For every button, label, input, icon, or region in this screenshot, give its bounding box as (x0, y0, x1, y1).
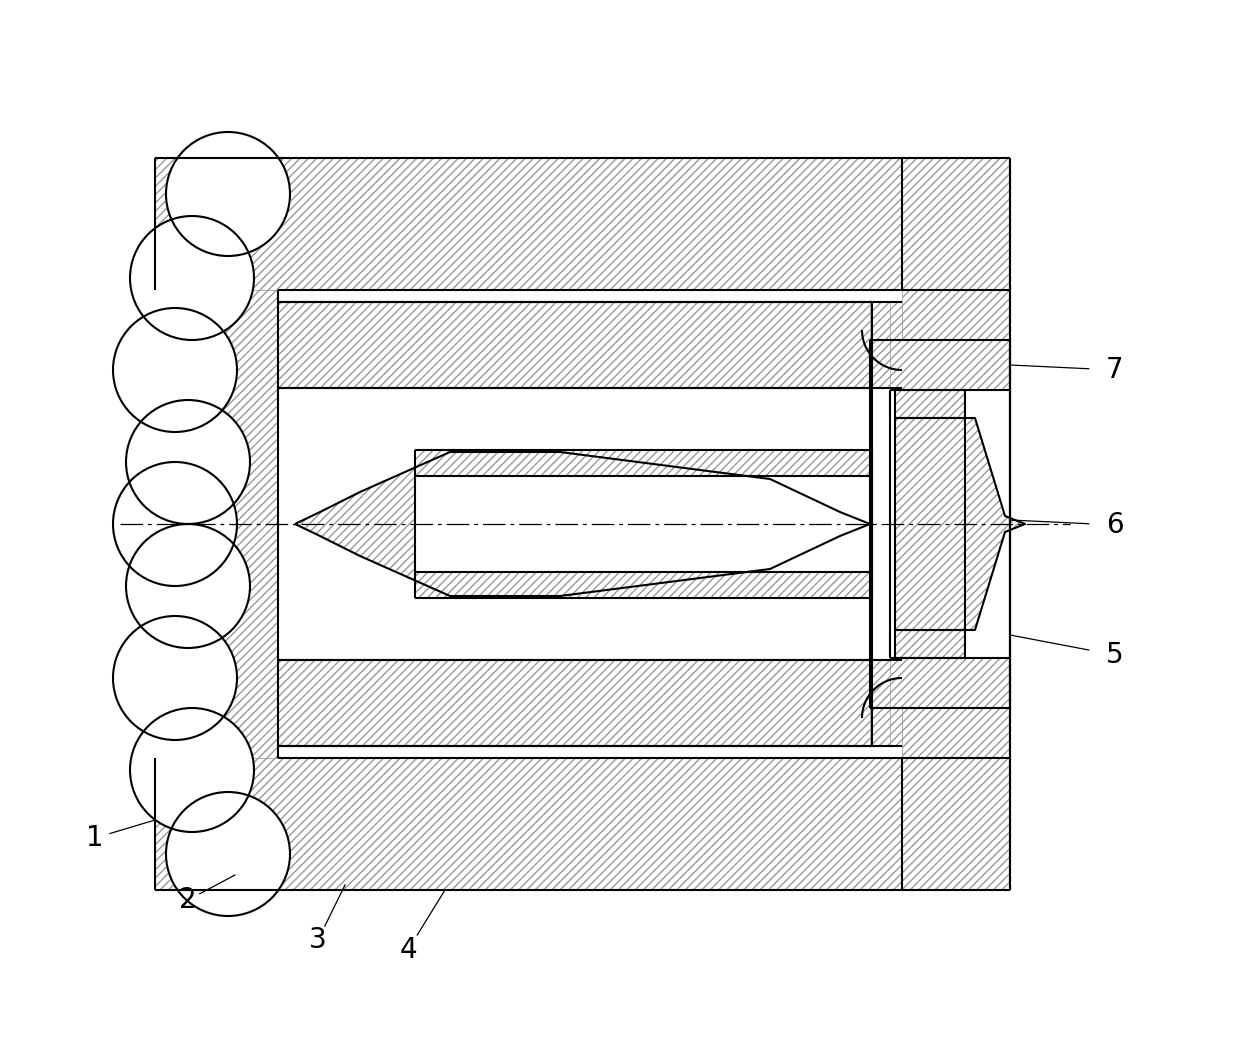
Circle shape (126, 400, 250, 524)
Polygon shape (415, 476, 872, 572)
Polygon shape (295, 452, 870, 596)
Polygon shape (870, 302, 1011, 390)
Polygon shape (278, 388, 901, 660)
Polygon shape (278, 660, 872, 746)
Polygon shape (278, 290, 901, 302)
Polygon shape (278, 302, 901, 388)
Polygon shape (895, 418, 1025, 630)
Circle shape (126, 524, 250, 648)
Circle shape (113, 462, 237, 586)
Text: 6: 6 (1106, 511, 1123, 539)
Polygon shape (901, 290, 1011, 758)
Polygon shape (278, 388, 872, 660)
Text: 5: 5 (1106, 641, 1123, 669)
Polygon shape (278, 660, 901, 746)
Circle shape (130, 708, 254, 832)
Circle shape (166, 132, 290, 256)
Polygon shape (870, 658, 1011, 746)
Circle shape (113, 308, 237, 432)
Polygon shape (278, 302, 872, 388)
Circle shape (113, 616, 237, 740)
Polygon shape (155, 290, 278, 758)
Circle shape (130, 216, 254, 340)
Text: 7: 7 (1106, 356, 1123, 384)
Polygon shape (895, 390, 965, 658)
Polygon shape (895, 418, 965, 630)
Polygon shape (415, 572, 872, 598)
Text: 4: 4 (399, 936, 417, 964)
Circle shape (166, 792, 290, 916)
Polygon shape (890, 390, 1011, 658)
Polygon shape (155, 158, 1011, 290)
Polygon shape (278, 746, 901, 758)
Text: 1: 1 (87, 824, 104, 852)
Text: 3: 3 (309, 926, 327, 954)
Text: 2: 2 (180, 886, 197, 914)
Polygon shape (415, 450, 872, 476)
Polygon shape (155, 758, 1011, 890)
